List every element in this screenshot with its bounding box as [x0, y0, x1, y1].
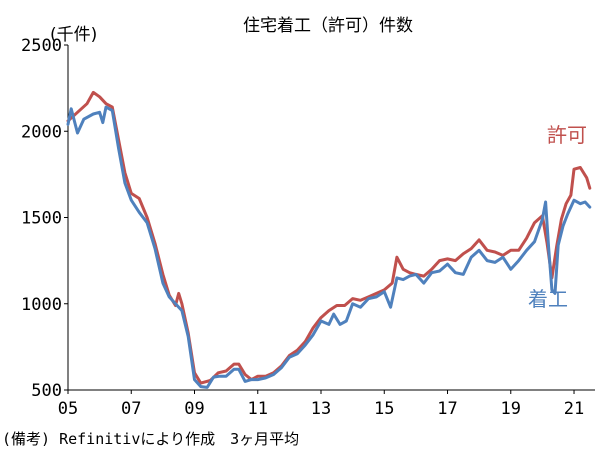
series-lines	[66, 90, 592, 389]
x-tick-label: 11	[248, 399, 268, 419]
x-tick-label: 13	[311, 399, 331, 419]
x-tick-label: 17	[437, 399, 457, 419]
x-axis-ticks: 05 07 09 11 13 15 17 19 21	[58, 390, 584, 419]
series-line-permits	[66, 90, 592, 385]
y-axis-ticks: 500 1000 1500 2000 2500	[21, 36, 68, 401]
x-tick-label: 15	[374, 399, 394, 419]
y-tick-label: 500	[31, 381, 62, 401]
source-note: (備考) Refinitivにより作成 3ヶ月平均	[2, 430, 299, 448]
x-tick-label: 07	[121, 399, 141, 419]
series-label-starts: 着工	[528, 287, 568, 311]
series-line-starts	[66, 105, 592, 389]
y-tick-label: 1500	[21, 209, 62, 229]
y-axis-unit: (千件)	[50, 25, 97, 45]
y-tick-label: 1000	[21, 295, 62, 315]
y-tick-label: 2000	[21, 122, 62, 142]
x-tick-label: 05	[58, 399, 78, 419]
series-label-permits: 許可	[547, 123, 587, 147]
y-tick-label: 2500	[21, 36, 62, 56]
x-tick-label: 09	[184, 399, 204, 419]
x-tick-label: 19	[501, 399, 521, 419]
x-tick-label: 21	[564, 399, 584, 419]
chart-title: 住宅着工（許可）件数	[243, 16, 413, 36]
